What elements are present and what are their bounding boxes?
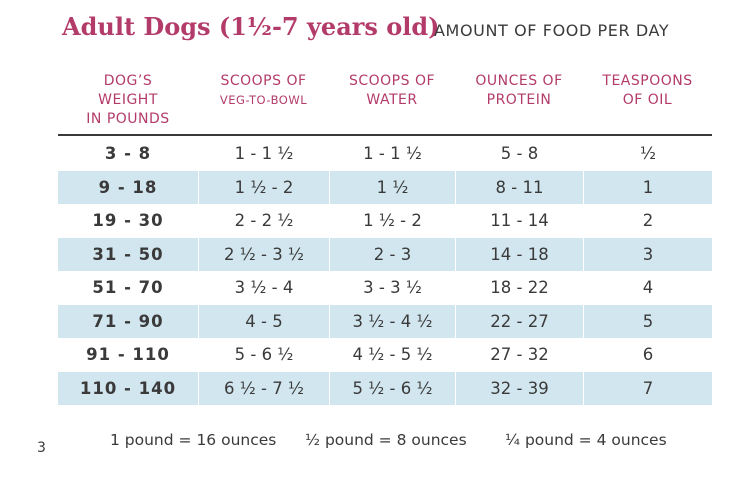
header-scoops-water: SCOOPS OF WATER [348, 73, 436, 108]
cell-weight: 31 - 50 [92, 244, 164, 264]
header-oil: TEASPOONS OF OIL [602, 73, 693, 108]
cell-veg: 4 - 5 [198, 304, 329, 338]
footer-note-half-pound: ½ pound = 8 ounces [305, 431, 467, 449]
cell-weight: 19 - 30 [92, 211, 164, 231]
header-protein: OUNCES OF PROTEIN [475, 73, 563, 108]
cell-protein: 18 - 22 [455, 271, 583, 305]
cell-veg: 3 ½ - 4 [198, 271, 329, 305]
footer-note-pound: 1 pound = 16 ounces [110, 431, 277, 449]
header-weight: DOG’S WEIGHT IN POUNDS [86, 73, 170, 127]
cell-oil: 5 [583, 304, 712, 338]
cell-veg: 1 ½ - 2 [198, 170, 329, 204]
cell-water: 3 ½ - 4 ½ [329, 304, 455, 338]
cell-water: 3 - 3 ½ [329, 271, 455, 305]
cell-oil: 7 [583, 371, 712, 405]
cell-protein: 27 - 32 [455, 338, 583, 372]
cell-oil: 4 [583, 271, 712, 305]
cell-protein: 8 - 11 [455, 170, 583, 204]
cell-water: 1 ½ - 2 [329, 204, 455, 238]
header-scoops-veg: SCOOPS OF VEG-TO-BOWL [219, 73, 308, 107]
page-number: 3 [37, 440, 46, 456]
page-subtitle: AMOUNT OF FOOD PER DAY [434, 21, 670, 40]
cell-water: 1 - 1 ½ [329, 137, 455, 171]
table-header: DOG’S WEIGHT IN POUNDS SCOOPS OF VEG-TO-… [58, 72, 712, 130]
cell-weight: 91 - 110 [86, 345, 170, 365]
footer-note-quarter-pound: ¼ pound = 4 ounces [505, 431, 667, 449]
cell-protein: 11 - 14 [455, 204, 583, 238]
cell-water: 1 ½ [329, 170, 455, 204]
cell-veg: 5 - 6 ½ [198, 338, 329, 372]
cell-protein: 22 - 27 [455, 304, 583, 338]
cell-weight: 3 - 8 [104, 144, 152, 164]
cell-veg: 2 ½ - 3 ½ [198, 237, 329, 271]
cell-protein: 5 - 8 [455, 137, 583, 171]
cell-protein: 14 - 18 [455, 237, 583, 271]
cell-water: 5 ½ - 6 ½ [329, 371, 455, 405]
cell-weight: 9 - 18 [98, 177, 158, 197]
cell-weight: 110 - 140 [79, 378, 177, 398]
cell-veg: 2 - 2 ½ [198, 204, 329, 238]
cell-protein: 32 - 39 [455, 371, 583, 405]
cell-veg: 1 - 1 ½ [198, 137, 329, 171]
cell-veg: 6 ½ - 7 ½ [198, 371, 329, 405]
cell-water: 4 ½ - 5 ½ [329, 338, 455, 372]
cell-oil: ½ [583, 137, 712, 171]
cell-weight: 71 - 90 [92, 311, 164, 331]
cell-weight: 51 - 70 [92, 278, 164, 298]
cell-water: 2 - 3 [329, 237, 455, 271]
cell-oil: 2 [583, 204, 712, 238]
page-title: Adult Dogs (1½-7 years old) [62, 12, 440, 41]
cell-oil: 6 [583, 338, 712, 372]
cell-oil: 1 [583, 170, 712, 204]
cell-oil: 3 [583, 237, 712, 271]
header-divider [58, 134, 712, 136]
